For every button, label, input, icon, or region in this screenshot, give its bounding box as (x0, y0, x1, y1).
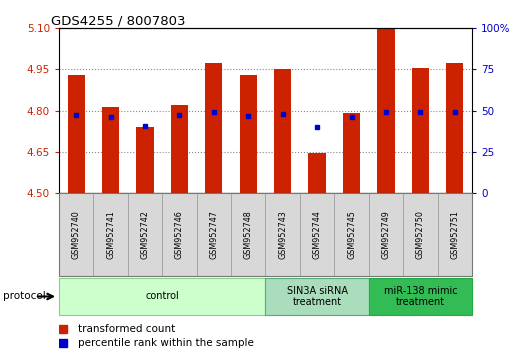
Text: GSM952741: GSM952741 (106, 210, 115, 259)
Bar (205, 63, 223, 193)
Text: GSM952744: GSM952744 (312, 210, 322, 259)
Bar (136, 127, 153, 193)
Bar (343, 113, 360, 193)
Text: GSM952749: GSM952749 (382, 210, 390, 259)
Bar (59, 278, 266, 315)
Bar (369, 278, 472, 315)
Bar (308, 153, 326, 193)
Text: control: control (145, 291, 179, 302)
Text: protocol: protocol (3, 291, 45, 302)
Bar (300, 193, 334, 276)
Text: GSM952748: GSM952748 (244, 210, 253, 259)
Bar (171, 105, 188, 193)
Text: GSM952750: GSM952750 (416, 210, 425, 259)
Bar (162, 193, 196, 276)
Bar (128, 193, 162, 276)
Text: GSM952743: GSM952743 (278, 210, 287, 259)
Bar (378, 28, 394, 193)
Bar (265, 278, 369, 315)
Bar (102, 107, 119, 193)
Text: GDS4255 / 8007803: GDS4255 / 8007803 (51, 14, 185, 27)
Bar (438, 193, 472, 276)
Bar (403, 193, 438, 276)
Bar (59, 193, 93, 276)
Text: GSM952751: GSM952751 (450, 210, 459, 259)
Text: miR-138 mimic
treatment: miR-138 mimic treatment (384, 286, 457, 307)
Bar (265, 193, 300, 276)
Bar (274, 69, 291, 193)
Bar (412, 68, 429, 193)
Bar (68, 75, 85, 193)
Bar (240, 75, 257, 193)
Bar (446, 63, 463, 193)
Text: percentile rank within the sample: percentile rank within the sample (77, 338, 253, 348)
Bar (369, 193, 403, 276)
Text: GSM952747: GSM952747 (209, 210, 219, 259)
Text: GSM952745: GSM952745 (347, 210, 356, 259)
Bar (334, 193, 369, 276)
Text: SIN3A siRNA
treatment: SIN3A siRNA treatment (287, 286, 348, 307)
Text: GSM952742: GSM952742 (141, 210, 149, 259)
Text: GSM952740: GSM952740 (72, 210, 81, 259)
Bar (231, 193, 266, 276)
Text: GSM952746: GSM952746 (175, 210, 184, 259)
Bar (196, 193, 231, 276)
Bar (93, 193, 128, 276)
Text: transformed count: transformed count (77, 324, 175, 334)
